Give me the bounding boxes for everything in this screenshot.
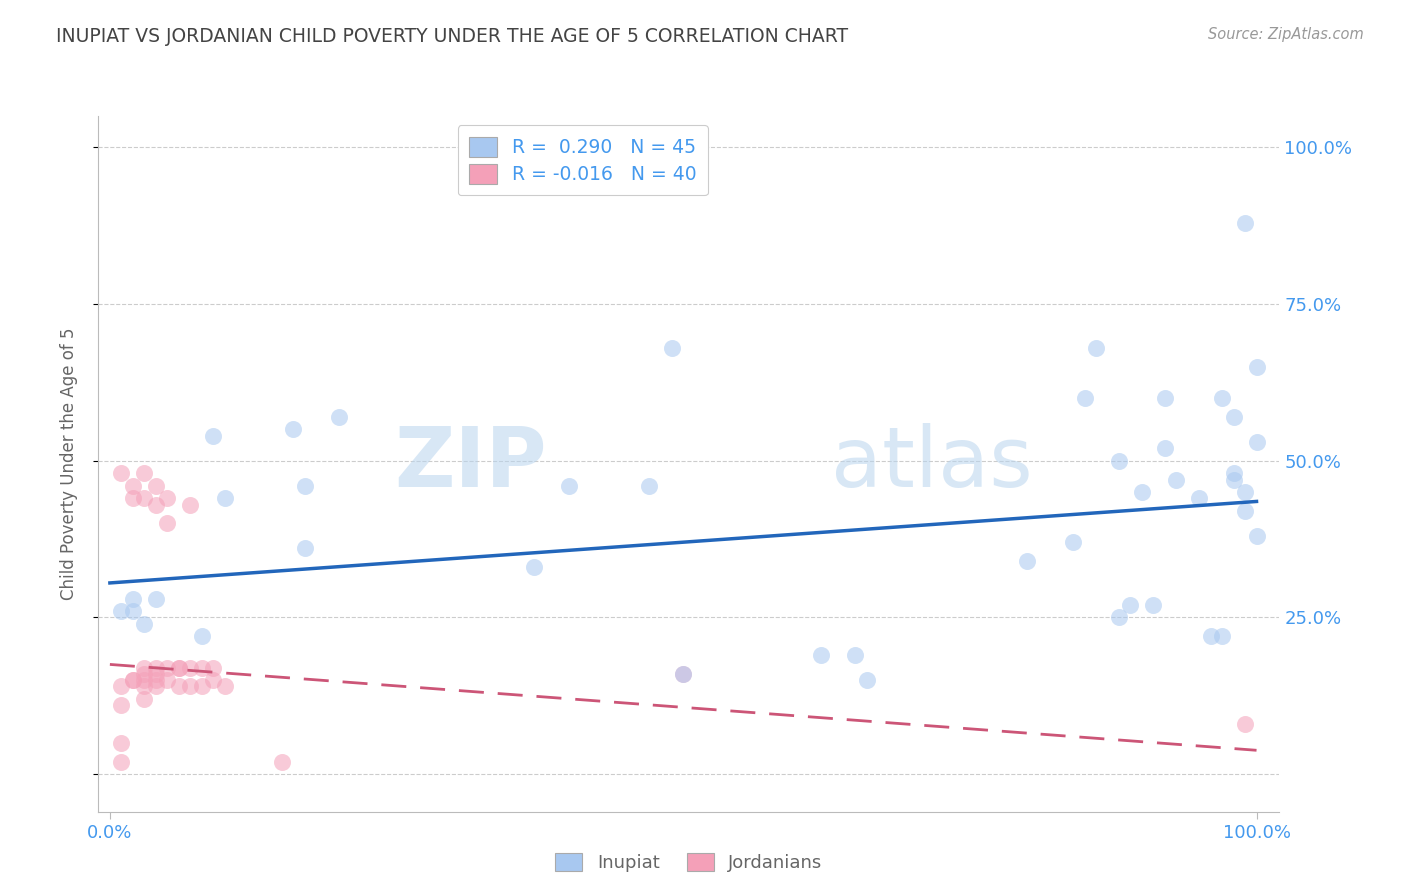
Point [145, 660, 167, 674]
Point [167, 679, 190, 693]
Point [190, 679, 212, 693]
Point [1211, 391, 1233, 405]
Point [110, 679, 132, 693]
Point [121, 491, 143, 506]
Point [1073, 391, 1095, 405]
Point [121, 591, 143, 606]
Point [294, 479, 316, 493]
Point [557, 479, 579, 493]
Point [134, 660, 156, 674]
Point [190, 660, 212, 674]
Point [1119, 598, 1142, 612]
Point [134, 666, 156, 681]
Point [328, 409, 350, 424]
Point [283, 422, 305, 436]
Point [661, 341, 683, 355]
Point [1234, 717, 1257, 731]
Point [672, 666, 695, 681]
Text: Source: ZipAtlas.com: Source: ZipAtlas.com [1208, 27, 1364, 42]
Point [145, 673, 167, 687]
Point [1142, 598, 1164, 612]
Point [1246, 434, 1268, 449]
Point [1108, 610, 1130, 624]
Point [270, 755, 292, 769]
Point [1222, 409, 1244, 424]
Point [1234, 504, 1257, 518]
Point [1153, 391, 1175, 405]
Point [1153, 441, 1175, 455]
Point [202, 428, 225, 442]
Point [179, 498, 201, 512]
Point [179, 679, 201, 693]
Point [1234, 215, 1257, 229]
Point [1234, 485, 1257, 500]
Point [1062, 535, 1084, 549]
Point [145, 666, 167, 681]
Point [1222, 467, 1244, 481]
Point [121, 673, 143, 687]
Point [145, 679, 167, 693]
Point [121, 604, 143, 618]
Point [637, 479, 659, 493]
Point [134, 673, 156, 687]
Point [1085, 341, 1108, 355]
Point [810, 648, 832, 662]
Point [179, 660, 201, 674]
Point [523, 560, 546, 574]
Point [1199, 629, 1222, 643]
Text: INUPIAT VS JORDANIAN CHILD POVERTY UNDER THE AGE OF 5 CORRELATION CHART: INUPIAT VS JORDANIAN CHILD POVERTY UNDER… [56, 27, 848, 45]
Point [202, 673, 225, 687]
Point [110, 604, 132, 618]
Point [156, 673, 179, 687]
Point [1222, 473, 1244, 487]
Text: atlas: atlas [831, 424, 1032, 504]
Point [110, 736, 132, 750]
Point [121, 479, 143, 493]
Point [145, 498, 167, 512]
Point [167, 660, 190, 674]
Point [156, 516, 179, 531]
Point [214, 491, 236, 506]
Point [1246, 359, 1268, 374]
Point [855, 673, 877, 687]
Point [202, 660, 225, 674]
Point [110, 467, 132, 481]
Point [134, 467, 156, 481]
Point [121, 673, 143, 687]
Text: ZIP: ZIP [395, 424, 547, 504]
Point [1166, 473, 1188, 487]
Point [156, 660, 179, 674]
Point [110, 755, 132, 769]
Point [1017, 554, 1039, 568]
Point [145, 479, 167, 493]
Point [844, 648, 866, 662]
Point [1188, 491, 1211, 506]
Point [134, 679, 156, 693]
Point [672, 666, 695, 681]
Point [167, 660, 190, 674]
Point [1246, 529, 1268, 543]
Point [214, 679, 236, 693]
Point [190, 629, 212, 643]
Point [1108, 453, 1130, 467]
Point [134, 692, 156, 706]
Point [1130, 485, 1153, 500]
Point [134, 616, 156, 631]
Point [1211, 629, 1233, 643]
Point [110, 698, 132, 713]
Point [134, 491, 156, 506]
Y-axis label: Child Poverty Under the Age of 5: Child Poverty Under the Age of 5 [59, 327, 77, 600]
Legend: Inupiat, Jordanians: Inupiat, Jordanians [548, 846, 830, 880]
Point [156, 491, 179, 506]
Point [145, 591, 167, 606]
Point [294, 541, 316, 556]
